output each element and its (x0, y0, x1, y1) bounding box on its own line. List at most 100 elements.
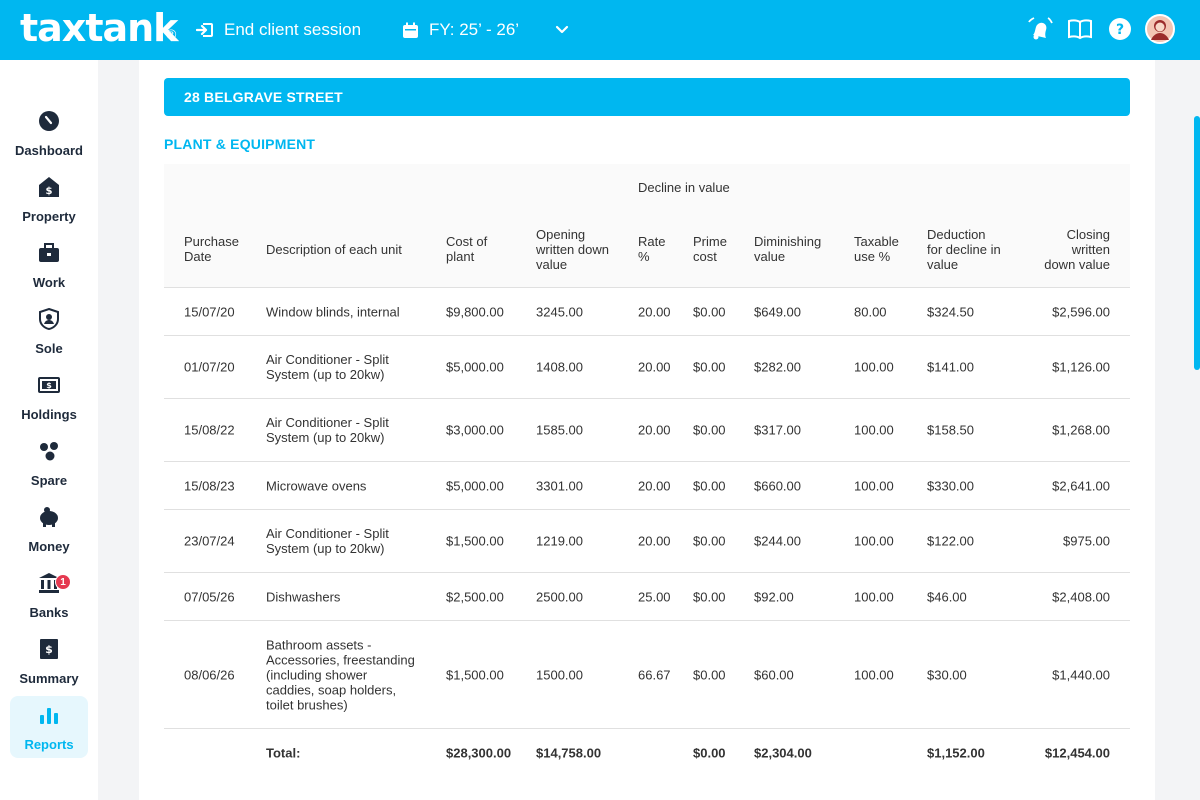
fy-selector[interactable]: FY: 25’ - 26’ (402, 0, 519, 60)
notifications-bell-icon[interactable] (1027, 16, 1053, 47)
col-closing-wdv: Closing written down value (1044, 227, 1110, 272)
cell-prime: $0.00 (693, 359, 726, 375)
help-icon[interactable]: ? (1108, 17, 1132, 46)
summary-icon: $ (40, 639, 58, 659)
cell-opening: 1585.00 (536, 422, 583, 438)
cell-date: 01/07/20 (184, 359, 235, 375)
cell-opening: 2500.00 (536, 589, 583, 604)
svg-text:$: $ (45, 643, 53, 656)
cell-description: Air Conditioner - Split System (up to 20… (266, 526, 389, 556)
cell-rate: 20.00 (638, 304, 671, 319)
cell-taxable: 100.00 (854, 533, 894, 549)
user-avatar[interactable] (1145, 14, 1175, 49)
cell-deduction: $330.00 (927, 478, 974, 493)
cell-date: 07/05/26 (184, 589, 235, 604)
cell-description: Air Conditioner - Split System (up to 20… (266, 415, 389, 445)
col-description: Description of each unit (266, 242, 402, 257)
table-total-row: Total: $28,300.00 $14,758.00 $0.00 $2,30… (164, 729, 1130, 777)
svg-text:$: $ (46, 186, 53, 197)
total-cost: $28,300.00 (446, 745, 512, 761)
cell-cost: $3,000.00 (446, 422, 504, 438)
col-taxable-use: Taxable use % (854, 234, 899, 264)
col-rate: Rate % (638, 234, 666, 264)
scrollbar-track[interactable] (1193, 60, 1200, 800)
sole-icon (39, 308, 59, 330)
cell-rate: 20.00 (638, 478, 671, 493)
sidebar-item-holdings[interactable]: $ Holdings (10, 366, 88, 428)
cell-description: Microwave ovens (266, 478, 367, 493)
cell-cost: $9,800.00 (446, 304, 504, 319)
cell-description: Dishwashers (266, 589, 341, 604)
cell-opening: 3245.00 (536, 304, 583, 319)
total-closing: $12,454.00 (1044, 745, 1110, 761)
sidebar-item-banks[interactable]: 1 Banks (10, 564, 88, 626)
taxtank-logo[interactable]: taxtank (20, 6, 178, 50)
cell-prime: $0.00 (693, 422, 726, 438)
decline-in-value-header: Decline in value (638, 180, 730, 195)
sidebar-item-money[interactable]: Money (10, 498, 88, 560)
property-icon: $ (39, 177, 59, 197)
svg-text:$: $ (46, 381, 52, 390)
sidebar-item-label: Banks (29, 605, 69, 620)
cell-deduction: $158.50 (927, 422, 974, 438)
sidebar-item-sole[interactable]: Sole (10, 300, 88, 362)
cell-cost: $1,500.00 (446, 667, 504, 682)
col-diminishing-value: Diminishing value (754, 234, 822, 264)
cell-closing: $1,126.00 (1052, 359, 1110, 375)
scrollbar-thumb[interactable] (1194, 116, 1200, 370)
cell-prime: $0.00 (693, 304, 726, 319)
cell-closing: $975.00 (1063, 533, 1110, 549)
sidebar-item-label: Money (28, 539, 70, 554)
cell-prime: $0.00 (693, 478, 726, 493)
cell-rate: 20.00 (638, 359, 671, 375)
cell-date: 23/07/24 (184, 533, 235, 549)
total-prime: $0.00 (693, 745, 726, 761)
cell-diminishing: $92.00 (754, 589, 794, 604)
sidebar-item-summary[interactable]: $ Summary (10, 630, 88, 692)
cell-opening: 1219.00 (536, 533, 583, 549)
total-deduction: $1,152.00 (927, 745, 985, 761)
fy-label: FY: 25’ - 26’ (429, 20, 520, 39)
sidebar-item-spare[interactable]: Spare (10, 432, 88, 494)
book-icon[interactable] (1067, 17, 1093, 46)
cell-date: 15/08/23 (184, 478, 235, 493)
sidebar-item-property[interactable]: $ Property (10, 168, 88, 230)
reports-icon (40, 708, 58, 724)
cell-prime: $0.00 (693, 533, 726, 549)
spare-icon (40, 442, 58, 461)
end-client-session-label: End client session (224, 20, 362, 39)
sidebar-item-label: Dashboard (15, 143, 83, 158)
cell-closing: $1,268.00 (1052, 422, 1110, 438)
sidebar-item-work[interactable]: Work (10, 234, 88, 296)
cell-description: Air Conditioner - Split System (up to 20… (266, 352, 389, 382)
table-row: 08/06/26 Bathroom assets - Accessories, f… (164, 621, 1130, 729)
total-opening: $14,758.00 (536, 745, 602, 761)
cell-deduction: $324.50 (927, 304, 974, 319)
holdings-icon: $ (38, 377, 60, 393)
cell-taxable: 100.00 (854, 478, 894, 493)
cell-diminishing: $649.00 (754, 304, 801, 319)
cell-rate: 25.00 (638, 589, 671, 604)
sidebar-item-dashboard[interactable]: Dashboard (10, 102, 88, 164)
money-icon (40, 507, 58, 527)
table-header: Decline in value Purchase Date Descripti… (164, 164, 1130, 288)
cell-taxable: 100.00 (854, 359, 894, 375)
end-client-session-button[interactable]: End client session (196, 0, 361, 60)
cell-date: 08/06/26 (184, 667, 235, 682)
table-row: 15/07/20 Window blinds, internal $9,800.00… (164, 288, 1130, 336)
sidebar-item-label: Holdings (21, 407, 77, 422)
sidebar: Dashboard $ Property Work Sole $ Holding… (0, 60, 98, 800)
cell-closing: $2,596.00 (1052, 304, 1110, 319)
sidebar-item-reports[interactable]: Reports (10, 696, 88, 758)
sidebar-item-label: Sole (35, 341, 63, 356)
banks-notification-badge: 1 (55, 574, 71, 590)
table-row: 23/07/24 Air Conditioner - Split System (… (164, 510, 1130, 573)
table-row: 15/08/22 Air Conditioner - Split System (… (164, 399, 1130, 462)
cell-taxable: 100.00 (854, 667, 894, 682)
total-label: Total: (266, 745, 301, 761)
cell-date: 15/08/22 (184, 422, 235, 438)
cell-prime: $0.00 (693, 589, 726, 604)
cell-diminishing: $244.00 (754, 533, 801, 549)
chevron-down-icon[interactable] (554, 21, 570, 42)
col-prime-cost: Prime cost (693, 234, 727, 264)
